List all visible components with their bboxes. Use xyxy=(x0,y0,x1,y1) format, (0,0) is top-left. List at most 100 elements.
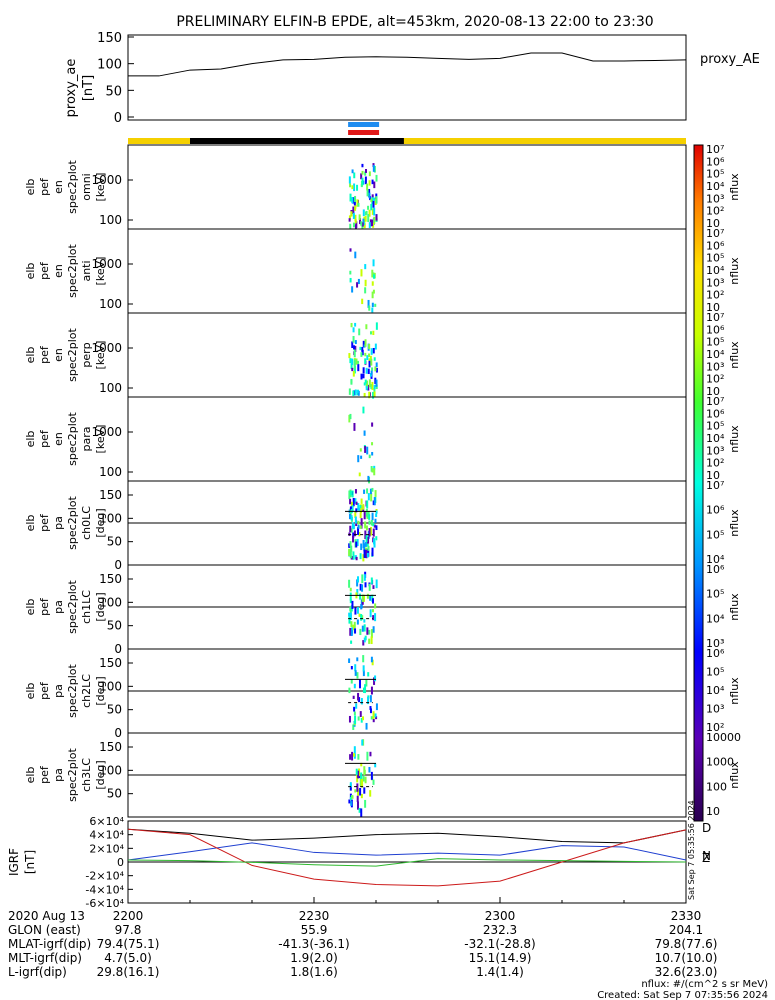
spectrogram-cell xyxy=(355,358,358,365)
spectrogram-cell xyxy=(353,530,356,537)
spectrogram-cell xyxy=(366,446,369,455)
spectrogram-cell xyxy=(365,679,368,687)
spectrogram-cell xyxy=(370,348,373,355)
spectrogram-cell xyxy=(368,360,371,368)
spectrogram-cell xyxy=(351,358,354,365)
x-row-value: 232.3 xyxy=(483,923,517,937)
spectrogram-cell xyxy=(348,218,351,222)
legend-Z: Z xyxy=(702,851,710,865)
spectrogram-cell xyxy=(361,584,364,592)
spectrogram-cell xyxy=(361,298,364,305)
spectrogram-cell xyxy=(361,574,364,584)
spectrogram-cell xyxy=(364,287,367,294)
spectrogram-cell xyxy=(361,177,364,186)
colorbar xyxy=(693,144,704,822)
spectrogram-cell xyxy=(373,216,376,225)
spectrogram-cell xyxy=(349,358,352,364)
y-axis-label-line: elb xyxy=(24,515,37,532)
spectrogram-cell xyxy=(374,366,377,372)
spectrogram-cell xyxy=(367,672,370,677)
spectrogram-cell xyxy=(363,766,366,776)
spectrogram-cell xyxy=(358,328,361,336)
spectrogram-cell xyxy=(354,206,357,211)
spectrogram-cell xyxy=(349,541,352,547)
spectrogram-cell xyxy=(361,594,364,602)
y-tick-label: 6×10⁴ xyxy=(89,815,124,828)
spectrogram-cell xyxy=(366,500,369,509)
spectrogram-cell xyxy=(354,340,357,345)
spectrogram-cell xyxy=(364,684,367,694)
spectrogram-cell xyxy=(356,619,359,625)
colorbar-tick-label: 10⁴ xyxy=(706,553,725,566)
spectrogram-cell xyxy=(372,347,375,354)
spectrogram-cell xyxy=(365,541,368,547)
spectrogram-cell xyxy=(375,379,378,387)
spectrogram-cell xyxy=(348,715,351,723)
spectrogram-cell xyxy=(349,612,352,621)
y-tick-label: -6×10⁴ xyxy=(85,897,124,910)
spectrogram-cell xyxy=(352,206,355,215)
y-axis-label-line: spec2plot xyxy=(66,496,79,550)
spectrogram-cell xyxy=(374,713,377,718)
spectrogram-cell xyxy=(368,528,371,537)
colorbar-tick-label: 10³ xyxy=(706,703,724,716)
spectrogram-cell xyxy=(356,657,359,662)
x-row-label: MLAT-igrf(dip) xyxy=(8,937,91,951)
igrf-series-N xyxy=(127,842,687,861)
heatmap-panel-ch2LC: 0 50 100 150 elb pef pa spec2plot ch2LC [deg] 10² 1… xyxy=(24,647,741,740)
spectrogram-cell xyxy=(363,430,366,436)
spectrogram-cell xyxy=(372,259,375,267)
proxy-ae-line xyxy=(128,52,687,77)
spectrogram-cell xyxy=(351,367,354,372)
y-axis-label-line: elb xyxy=(24,599,37,616)
x-row-value: 1.8(1.6) xyxy=(290,965,338,979)
spectrogram-cell xyxy=(372,528,375,537)
spectrogram-cell xyxy=(368,379,371,388)
spectrogram-cell xyxy=(370,636,373,645)
spectrogram-cell xyxy=(351,751,354,761)
y-axis-label-line: pef xyxy=(38,681,51,700)
y-axis-label-line: ch3LC xyxy=(80,758,93,792)
spectrogram-cell xyxy=(368,514,371,520)
spectrogram-cell xyxy=(364,352,367,357)
y-axis-label-line: [deg] xyxy=(94,676,107,705)
y-tick-label: 4×10⁴ xyxy=(89,829,124,842)
spectrogram-cell xyxy=(361,222,364,227)
spectrogram-cell xyxy=(367,545,370,551)
x-row-value: -32.1(-28.8) xyxy=(464,937,535,951)
colorbar-tick-label: 10⁷ xyxy=(706,479,724,492)
panel-frame-proxy-ae xyxy=(127,34,687,121)
spectrogram-cell xyxy=(361,739,364,746)
y-tick-label: 50 xyxy=(107,619,122,633)
spectrogram-cell xyxy=(372,585,375,589)
y-tick-label: 150 xyxy=(99,656,122,670)
colorbar-tick-label: 10⁵ xyxy=(706,168,724,181)
y-tick-label: 0 xyxy=(117,856,124,869)
y-axis-label-line: [keV] xyxy=(94,173,107,202)
spectrogram-cell xyxy=(374,343,377,350)
spectrogram-cell xyxy=(368,171,371,177)
spectrogram-cell xyxy=(373,274,376,279)
spectrogram-cell xyxy=(353,422,356,431)
spectrogram-cell xyxy=(352,327,355,333)
spectrogram-cell xyxy=(355,768,358,776)
spectrogram-cell xyxy=(369,706,372,710)
spectrogram-cell xyxy=(348,543,351,548)
spectrogram-cell xyxy=(362,406,365,414)
spectrogram-cell xyxy=(371,422,374,427)
spectrogram-cell xyxy=(373,497,376,506)
spectrogram-cell xyxy=(363,489,366,494)
spectrogram-cell xyxy=(362,640,365,646)
spectrogram-cell xyxy=(371,468,374,473)
spectrogram-cell xyxy=(364,379,367,384)
spectrogram-cell xyxy=(373,468,376,476)
spectrogram-cell xyxy=(367,205,370,210)
spectrogram-cell xyxy=(359,583,362,591)
spectrogram-cell xyxy=(369,595,372,601)
spectrogram-cell xyxy=(357,754,360,760)
spectrogram-cell xyxy=(368,629,371,635)
spectrogram-cell xyxy=(356,672,359,679)
y-axis-label-igrf-units: [nT] xyxy=(23,850,37,874)
spectrogram-cell xyxy=(350,666,353,670)
